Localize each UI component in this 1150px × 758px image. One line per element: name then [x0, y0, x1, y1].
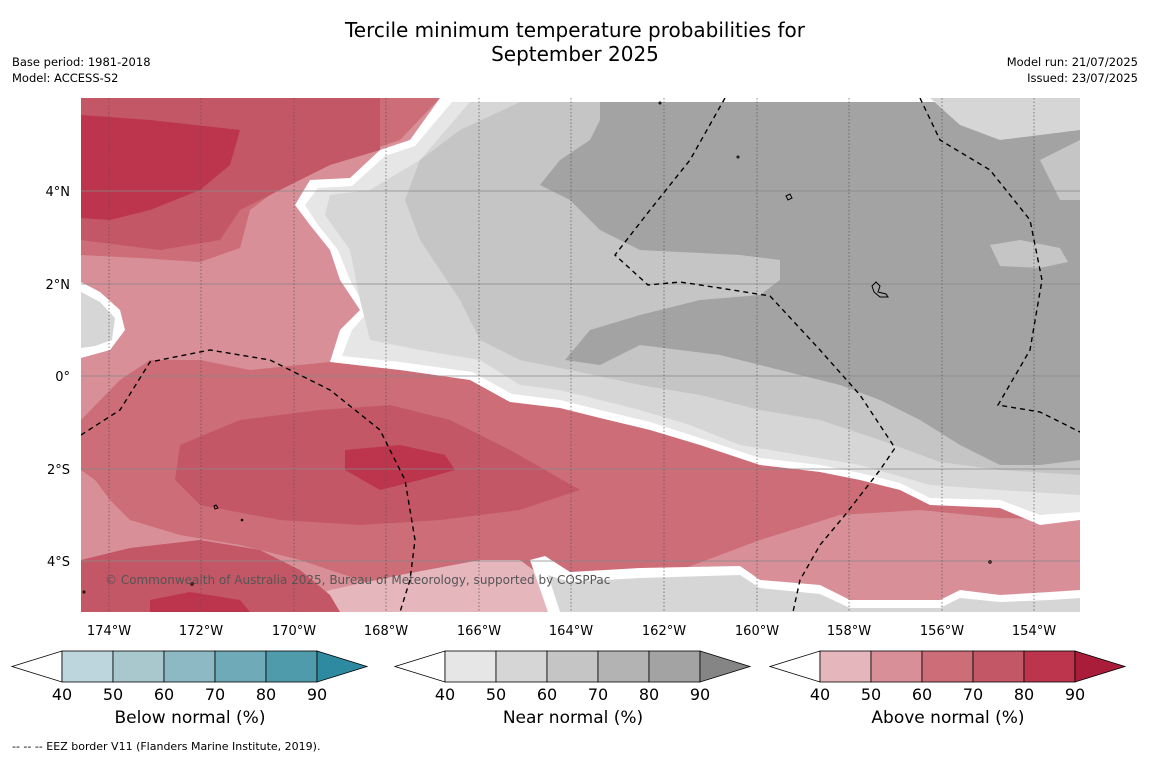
lon-tick-label: 154°W: [1012, 624, 1056, 639]
info-left: Base period: 1981-2018 Model: ACCESS-S2: [12, 54, 151, 86]
colorbar-segment: [972, 650, 1025, 683]
colorbar-tick-label: 60: [154, 685, 174, 704]
contour-above-90: [81, 115, 240, 220]
lat-tick-label: 4°S: [47, 555, 70, 570]
colorbar-segment: [546, 650, 599, 683]
colorbar-tick-label: 40: [435, 685, 455, 704]
lon-tick-label: 162°W: [642, 624, 686, 639]
colorbar-tick-label: 80: [1014, 685, 1034, 704]
colorbar-extend-high: [699, 650, 752, 683]
colorbar: 40 50 60 70 80 90: [768, 650, 1127, 704]
colorbar: 40 50 60 70 80 90: [393, 650, 752, 704]
colorbar-segment: [921, 650, 974, 683]
lon-tick-label: 174°W: [87, 624, 131, 639]
colorbar-near-label: Near normal (%): [502, 708, 644, 728]
lon-tick-label: 168°W: [364, 624, 408, 639]
colorbar-segment: [444, 650, 497, 683]
contour-above-80: [81, 540, 340, 612]
colorbar: 40 50 60 70 80 90: [10, 650, 369, 704]
colorbar-above-label: Above normal (%): [871, 708, 1025, 728]
colorbar-tick-label: 80: [639, 685, 659, 704]
colorbar-below-label: Below normal (%): [114, 708, 266, 728]
colorbar-segment: [495, 650, 548, 683]
colorbar-tick-label: 50: [861, 685, 881, 704]
graticule: [81, 98, 1080, 612]
contour-above-90: [345, 445, 455, 490]
colorbar-extend-low: [10, 650, 63, 683]
issued-date: Issued: 23/07/2025: [1027, 71, 1138, 85]
islands: [82, 101, 992, 594]
colorbars: 40 50 60 70 80 90 40 50 60 70 80 90 40 50 60 70 80 90: [10, 650, 1127, 704]
colorbar-segment: [214, 650, 267, 683]
colorbar-tick-label: 70: [205, 685, 225, 704]
colorbar-tick-label: 70: [588, 685, 608, 704]
probability-contours: [81, 98, 1080, 612]
colorbar-extend-low: [393, 650, 446, 683]
colorbar-tick-label: 90: [1065, 685, 1085, 704]
model-run: Model run: 21/07/2025: [1006, 55, 1138, 69]
lat-tick-label: 2°N: [46, 278, 71, 293]
longitude-tick-labels: 174°W 172°W 170°W 168°W 166°W 164°W 162°W 160°W…: [87, 624, 1056, 639]
contour-near-60: [81, 292, 115, 348]
colorbar-tick-label: 70: [963, 685, 983, 704]
colorbar-segment: [1023, 650, 1076, 683]
colorbar-segment: [265, 650, 318, 683]
title-line-2: September 2025: [491, 42, 659, 66]
model-name: Model: ACCESS-S2: [12, 71, 119, 85]
latitude-tick-labels: 4°N 2°N 0° 2°S 4°S: [46, 185, 71, 570]
colorbar-tick-label: 40: [810, 685, 830, 704]
lat-tick-label: 4°N: [46, 185, 71, 200]
lon-tick-label: 156°W: [920, 624, 964, 639]
colorbar-segment: [648, 650, 701, 683]
colorbar-segment: [163, 650, 216, 683]
contour-above-50: [280, 560, 560, 612]
colorbar-extend-low: [768, 650, 821, 683]
lat-tick-label: 0°: [55, 370, 70, 385]
contour-near-80: [540, 102, 1080, 465]
lon-tick-label: 164°W: [549, 624, 593, 639]
footnote: -- -- -- EEZ border V11 (Flanders Marine…: [12, 740, 321, 753]
lon-tick-label: 158°W: [827, 624, 871, 639]
info-right: Model run: 21/07/2025 Issued: 23/07/2025: [1007, 54, 1138, 86]
colorbar-segment: [819, 650, 872, 683]
base-period: Base period: 1981-2018: [12, 55, 151, 69]
title-line-1: Tercile minimum temperature probabilitie…: [344, 18, 806, 42]
colorbar-segment: [61, 650, 114, 683]
colorbar-tick-label: 60: [537, 685, 557, 704]
copyright-text: © Commonwealth of Australia 2025, Bureau…: [105, 573, 610, 587]
colorbar-tick-label: 90: [307, 685, 327, 704]
colorbar-extend-high: [1074, 650, 1127, 683]
colorbar-tick-label: 90: [690, 685, 710, 704]
lon-tick-label: 160°W: [735, 624, 779, 639]
colorbar-extend-high: [316, 650, 369, 683]
contour-near-70: [990, 240, 1068, 268]
lon-tick-label: 166°W: [457, 624, 501, 639]
colorbar-tick-label: 50: [486, 685, 506, 704]
lon-tick-label: 170°W: [272, 624, 316, 639]
colorbar-tick-label: 80: [256, 685, 276, 704]
colorbar-tick-label: 60: [912, 685, 932, 704]
contour-near-60: [548, 575, 1080, 612]
contour-near-60: [930, 98, 1080, 140]
colorbar-tick-label: 50: [103, 685, 123, 704]
contour-above-90: [150, 592, 250, 612]
colorbar-segment: [597, 650, 650, 683]
lon-tick-label: 172°W: [179, 624, 223, 639]
eez-borders: [81, 98, 1080, 612]
colorbar-segment: [112, 650, 165, 683]
colorbar-tick-label: 40: [52, 685, 72, 704]
map-title: Tercile minimum temperature probabilitie…: [0, 18, 1150, 66]
lat-tick-label: 2°S: [47, 463, 70, 478]
colorbar-segment: [870, 650, 923, 683]
